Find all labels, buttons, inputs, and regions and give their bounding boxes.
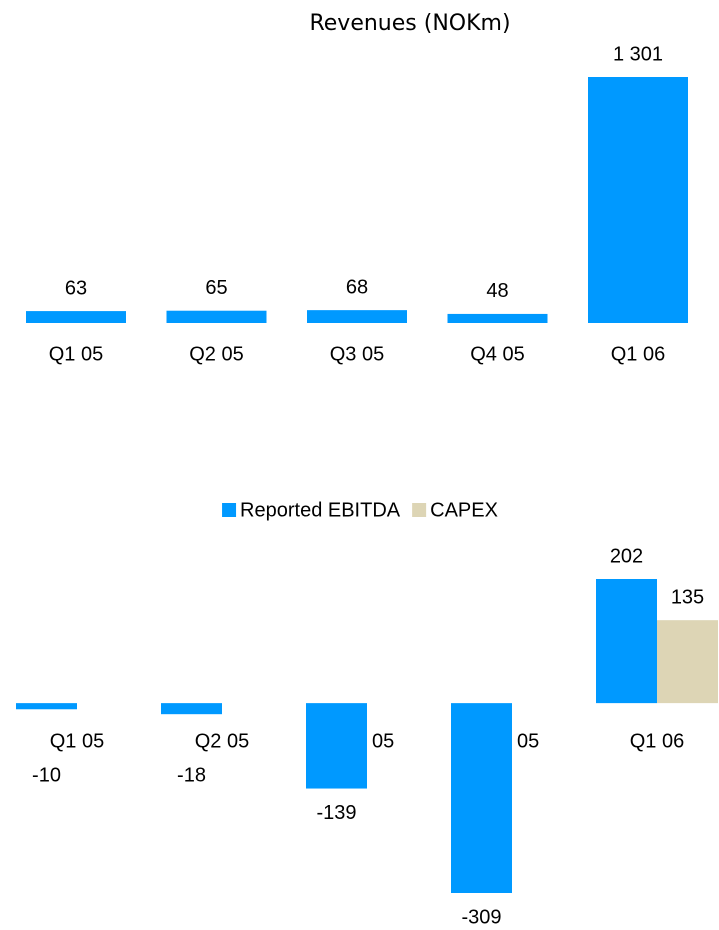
legend-label: CAPEX [430, 499, 498, 521]
bar [596, 579, 657, 704]
legend-swatch [412, 503, 427, 517]
bar [306, 703, 367, 789]
bar [161, 703, 222, 715]
x-tick-label: Q2 05 [195, 730, 249, 752]
x-tick-label: Q3 05 [330, 343, 384, 365]
bar [26, 311, 126, 323]
x-tick-label: Q1 05 [50, 730, 104, 752]
x-tick-label: Q2 05 [189, 343, 243, 365]
value-label: 202 [610, 545, 643, 567]
value-label: 48 [486, 280, 508, 302]
value-label: 68 [346, 276, 368, 298]
value-label: 135 [671, 586, 704, 608]
chart-title: Revenues (NOKm) [309, 11, 510, 36]
legend-label: Reported EBITDA [240, 499, 401, 521]
bar [307, 310, 407, 323]
x-tick-label: Q1 05 [49, 343, 103, 365]
bar [588, 77, 688, 323]
legend-swatch [222, 503, 237, 517]
x-tick-label: Q1 06 [611, 343, 665, 365]
value-label: 63 [65, 277, 87, 299]
value-label: -18 [177, 764, 206, 786]
x-tick-label: Q1 06 [630, 730, 684, 752]
bar [451, 703, 512, 893]
value-label: -139 [316, 802, 356, 824]
bar [447, 313, 548, 323]
value-label: 1 301 [613, 43, 663, 65]
bar [657, 620, 718, 704]
value-label: -10 [32, 764, 61, 786]
x-tick-label: Q4 05 [470, 343, 524, 365]
bar [16, 703, 77, 710]
value-label: -309 [461, 906, 501, 928]
bar [166, 310, 267, 323]
value-label: 65 [205, 277, 227, 299]
